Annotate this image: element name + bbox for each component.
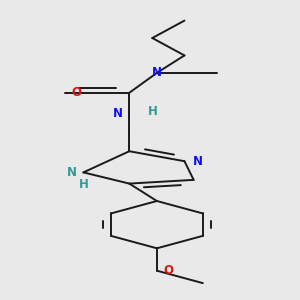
Text: H: H	[148, 105, 158, 118]
Text: H: H	[78, 178, 88, 191]
Text: N: N	[113, 107, 123, 120]
Text: N: N	[193, 155, 203, 168]
Text: O: O	[164, 264, 173, 277]
Text: N: N	[67, 166, 77, 179]
Text: O: O	[71, 86, 82, 99]
Text: N: N	[152, 66, 162, 80]
